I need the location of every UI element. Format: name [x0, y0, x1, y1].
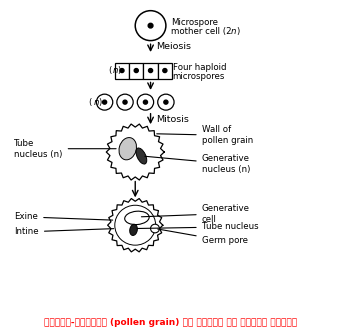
Circle shape: [117, 94, 133, 110]
Circle shape: [158, 94, 174, 110]
Circle shape: [137, 94, 154, 110]
Circle shape: [120, 68, 124, 72]
Text: Generative
nucleus (n): Generative nucleus (n): [145, 154, 250, 174]
Text: microspores: microspores: [173, 72, 225, 81]
Circle shape: [163, 68, 167, 72]
Circle shape: [96, 94, 113, 110]
Text: Microspore: Microspore: [171, 18, 218, 27]
Circle shape: [150, 224, 159, 233]
Ellipse shape: [130, 224, 137, 235]
Circle shape: [143, 100, 147, 104]
Text: ): ): [236, 27, 239, 36]
Text: ): ): [118, 66, 121, 75]
Bar: [115, 62, 129, 78]
Circle shape: [134, 68, 138, 72]
Circle shape: [115, 205, 156, 245]
Text: n: n: [94, 98, 99, 107]
Text: n: n: [113, 66, 118, 75]
Text: Four haploid: Four haploid: [173, 63, 226, 72]
Polygon shape: [108, 198, 163, 252]
Ellipse shape: [125, 211, 149, 224]
Text: Tube nucleus: Tube nucleus: [137, 222, 258, 231]
Text: (: (: [88, 98, 92, 107]
Text: Mitosis: Mitosis: [156, 115, 188, 124]
Bar: [158, 62, 172, 78]
Bar: [143, 62, 158, 78]
Text: Meiosis: Meiosis: [156, 42, 191, 51]
Text: Germ pore: Germ pore: [158, 229, 248, 245]
Text: (: (: [108, 66, 111, 75]
Text: ): ): [98, 98, 102, 107]
Ellipse shape: [119, 138, 136, 160]
Bar: [129, 62, 143, 78]
Text: Wall of
pollen grain: Wall of pollen grain: [157, 125, 253, 145]
Text: Exine: Exine: [14, 212, 113, 221]
Text: mother cell (2: mother cell (2: [171, 27, 232, 36]
Circle shape: [123, 100, 127, 104]
Circle shape: [135, 11, 166, 41]
Text: चित्र-परागकण (pollen grain) के विकास का रेखीय चित्र: चित्र-परागकण (pollen grain) के विकास का …: [44, 318, 298, 327]
Text: n: n: [231, 27, 236, 36]
Ellipse shape: [136, 148, 147, 164]
Text: Tube
nucleus (n): Tube nucleus (n): [14, 139, 116, 159]
Text: Generative
cell: Generative cell: [141, 203, 250, 224]
Circle shape: [103, 100, 107, 104]
Circle shape: [148, 23, 153, 28]
Polygon shape: [106, 124, 164, 180]
Circle shape: [164, 100, 168, 104]
Circle shape: [148, 68, 153, 72]
Text: Intine: Intine: [14, 227, 114, 236]
